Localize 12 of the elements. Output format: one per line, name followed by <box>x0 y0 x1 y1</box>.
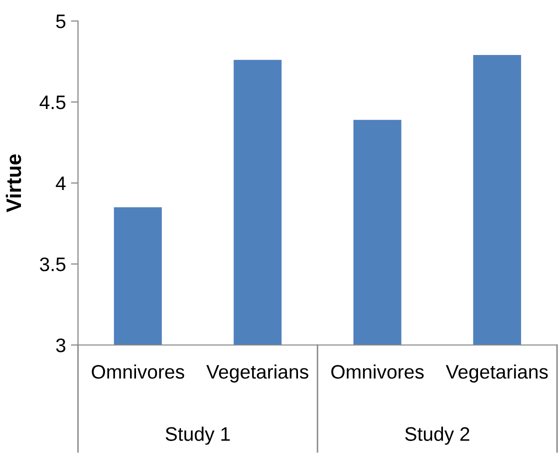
y-tick-label: 5 <box>56 14 66 28</box>
y-tick-label: 3.5 <box>40 257 66 272</box>
text: Study 2 <box>405 426 470 445</box>
x-tick-label: Vegetarians <box>206 364 308 383</box>
y-axis-title: Virtue <box>6 154 22 212</box>
y-tick-label: 4.5 <box>40 96 66 110</box>
text: Study 1 <box>166 426 230 445</box>
x-tick-label: Omnivores <box>331 364 424 379</box>
y-tick-label: 3 <box>56 338 66 352</box>
y-tick-label: 4 <box>56 176 66 190</box>
x-tick-label: Vegetarians <box>446 364 548 383</box>
x-tick-label: Omnivores <box>92 364 184 379</box>
